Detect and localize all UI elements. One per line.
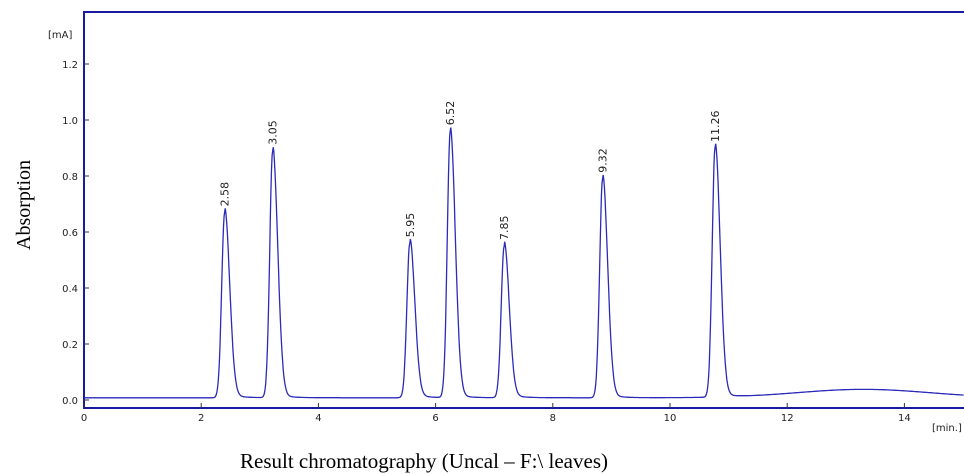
peak-label: 6.52 [444,101,457,126]
peak-label: 2.58 [219,182,232,207]
peak-label: 7.85 [498,216,511,241]
y-tick-label: 0.0 [62,396,78,407]
x-tick-label: 4 [315,413,321,424]
chromatogram-trace [84,127,964,399]
y-tick-label: 1.0 [62,116,78,127]
peak-label: 3.05 [267,120,280,145]
peak-label: 9.32 [597,148,610,173]
y-tick-label: 0.2 [62,340,78,351]
chart-caption: Result chromatography (Uncal – F:\ leave… [240,449,608,473]
y-unit-label: [mA] [48,30,72,41]
plot-frame [83,11,964,409]
x-tick-label: 2 [198,413,204,424]
y-tick-label: 1.2 [62,60,78,71]
x-tick-label: 0 [81,413,87,424]
peak-label: 5.95 [404,213,417,238]
x-tick-label: 14 [898,413,911,424]
y-axis-title: Absorption [13,160,35,250]
x-tick-label: 12 [781,413,794,424]
y-tick-label: 0.8 [62,172,78,183]
y-axis: 0.0 0.2 0.4 0.6 0.8 1.0 1.2 [62,60,89,407]
peak-labels: 2.58 3.05 5.95 6.52 7.85 9.32 11.26 [219,101,722,240]
y-tick-label: 0.6 [62,228,78,239]
x-axis: 0 2 4 6 8 10 12 14 [81,403,911,424]
x-unit-label: [min.] [932,423,962,434]
peak-label: 11.26 [709,111,722,143]
x-tick-label: 8 [550,413,556,424]
x-tick-label: 10 [664,413,677,424]
y-tick-label: 0.4 [62,284,78,295]
x-tick-label: 6 [432,413,438,424]
